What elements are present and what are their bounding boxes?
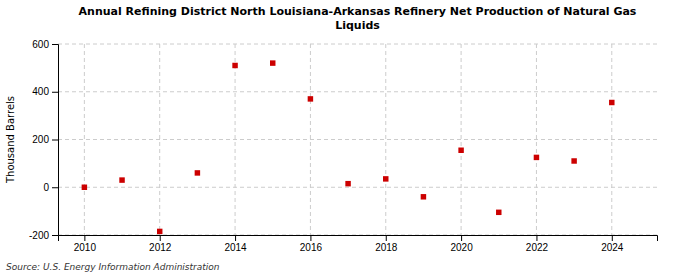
x-tick: 2020 [450, 235, 473, 253]
chart: 2010 2012 2014 2016 2018 2020 2022 2024 -200 0 200… [0, 0, 675, 275]
x-tick: 2022 [526, 235, 549, 253]
grid-line-x [159, 44, 160, 235]
y-tick-label: -200 [29, 230, 49, 241]
x-axis-line [59, 236, 658, 242]
x-tick: 2012 [149, 235, 172, 253]
point [609, 100, 614, 105]
y-tick-label: 0 [43, 182, 49, 193]
grid-line-x [536, 44, 537, 235]
x-tick: 2010 [74, 235, 97, 253]
grid-line-y [58, 139, 657, 140]
point [119, 177, 124, 182]
x-tick: 2024 [601, 235, 624, 253]
x-tick-label: 2022 [526, 242, 549, 253]
grid-line-x [310, 44, 311, 235]
x-tick-label: 2010 [74, 242, 97, 253]
x-tick-mark [536, 235, 537, 241]
y-tick-label: 600 [32, 39, 49, 50]
point [195, 170, 200, 175]
y-tick: -200 [29, 230, 58, 241]
x-tick: 2018 [375, 235, 398, 253]
x-tick: 2014 [224, 235, 247, 253]
grid-line-y [58, 44, 657, 45]
x-tick-mark [160, 235, 161, 241]
points [82, 60, 615, 234]
grid-line-x [235, 44, 236, 235]
x-tick-label: 2014 [224, 242, 247, 253]
x-tick-mark [84, 235, 85, 241]
point [345, 181, 350, 186]
grid-line-x [84, 44, 85, 235]
y-axis-title: Thousand Barrels [5, 96, 16, 184]
point [534, 155, 539, 160]
y-tick-mark [52, 140, 58, 141]
x-tick-label: 2024 [601, 242, 624, 253]
annotation: Source: U.S. Energy Information Administ… [6, 262, 220, 272]
y-tick-mark [52, 187, 58, 188]
grid-line-x [461, 44, 462, 235]
y-tick: 600 [32, 39, 58, 50]
point [308, 96, 313, 101]
point [458, 148, 463, 153]
x-tick-label: 2012 [149, 242, 172, 253]
y-tick: 200 [32, 134, 58, 145]
x-tick: 2016 [300, 235, 323, 253]
x-axis: 2010 2012 2014 2016 2018 2020 2022 2024 [59, 235, 658, 253]
x-tick-mark [612, 235, 613, 241]
y-tick-mark [52, 235, 58, 236]
grid [58, 44, 657, 235]
point [232, 63, 237, 68]
point [157, 229, 162, 234]
title: Annual Refining District North Louisiana… [79, 5, 637, 32]
grid-line-x [611, 44, 612, 235]
x-tick-mark [235, 235, 236, 241]
x-tick-label: 2016 [300, 242, 323, 253]
y-axis-line [52, 45, 59, 236]
y-tick-label: 200 [32, 134, 49, 145]
x-tick-mark [310, 235, 311, 241]
x-tick-mark [386, 235, 387, 241]
point [571, 158, 576, 163]
y-tick: 0 [43, 182, 58, 193]
x-tick-mark [461, 235, 462, 241]
x-tick-label: 2018 [375, 242, 398, 253]
grid-line-y [58, 91, 657, 92]
y-tick: 400 [32, 86, 58, 97]
grid-line-x [385, 44, 386, 235]
plot-area: 2010 2012 2014 2016 2018 2020 2022 2024 -200 0 200… [29, 39, 658, 253]
y-tick-label: 400 [32, 86, 49, 97]
y-tick-mark [52, 44, 58, 45]
grid-line-y [58, 187, 657, 188]
point [421, 194, 426, 199]
point [383, 176, 388, 181]
y-axis: -200 0 200 400 600 [29, 39, 59, 241]
x-tick-label: 2020 [450, 242, 473, 253]
y-tick-mark [52, 92, 58, 93]
point [270, 60, 275, 65]
point [496, 210, 501, 215]
point [82, 185, 87, 190]
